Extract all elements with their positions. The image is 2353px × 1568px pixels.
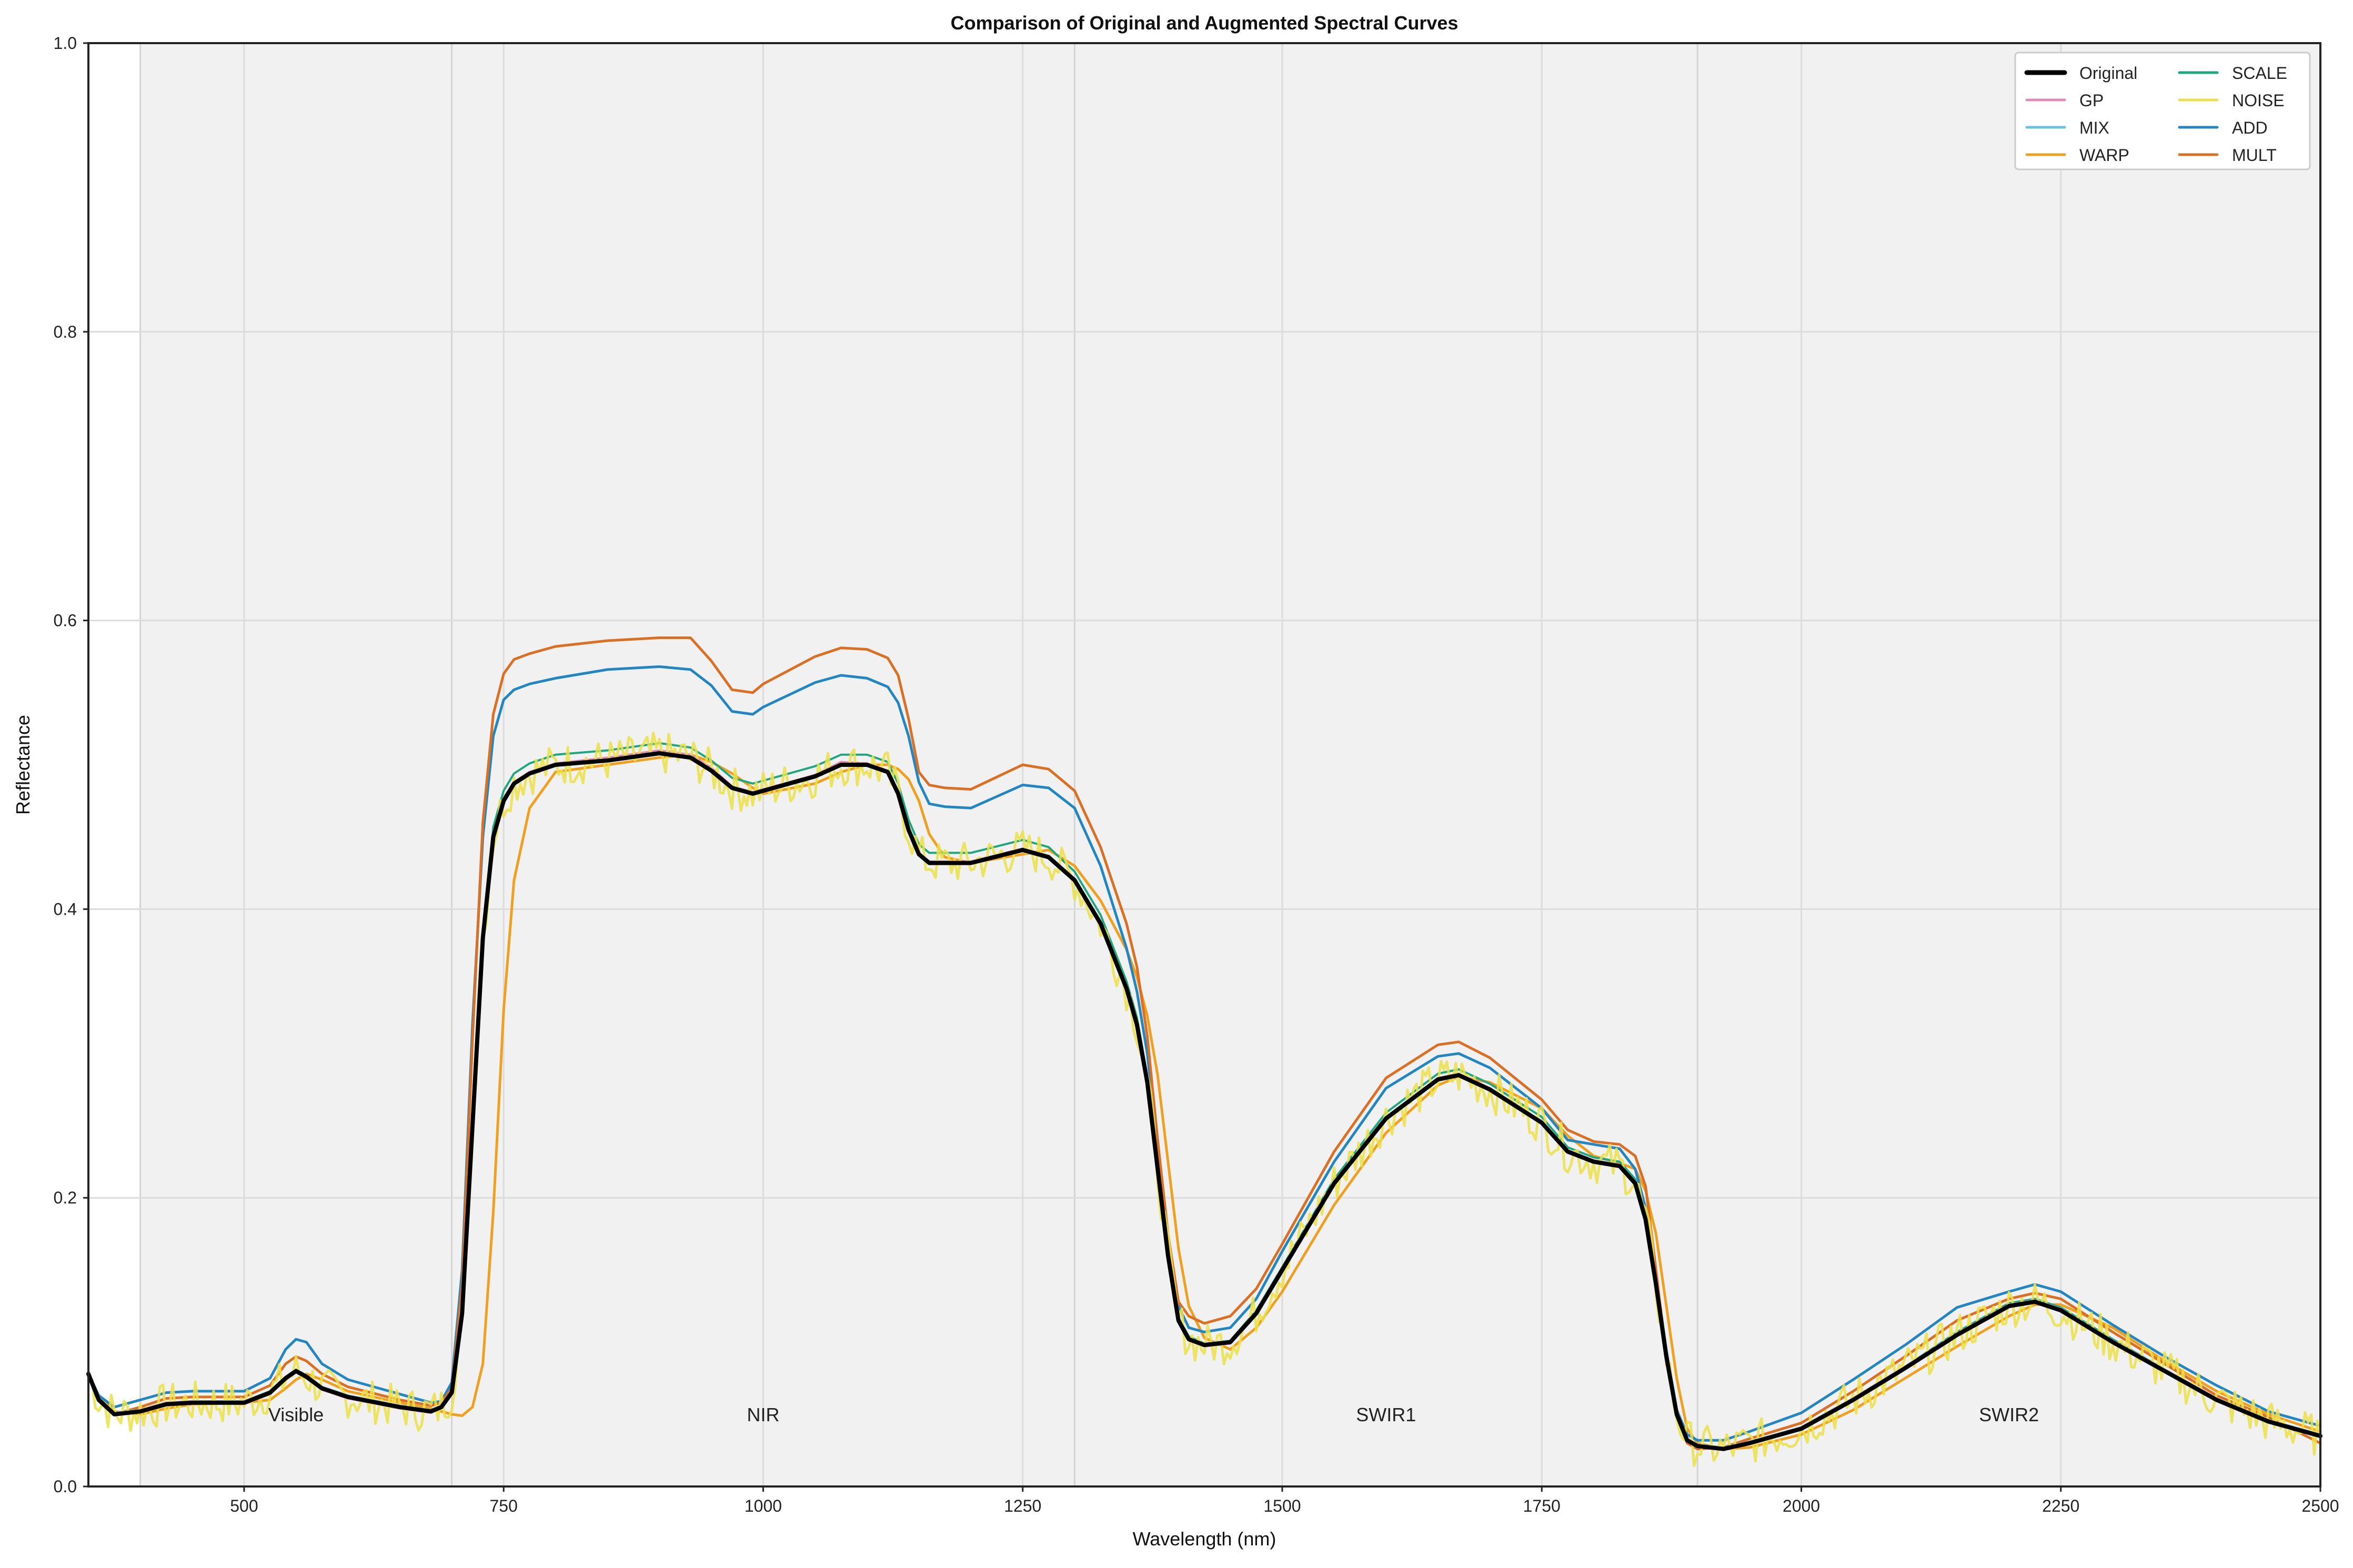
x-tick-label: 500 [230, 1496, 258, 1515]
y-tick-label: 0.2 [54, 1188, 77, 1207]
y-axis-label: Reflectance [12, 715, 34, 815]
series-line-original [86, 751, 2322, 1451]
legend-label-scale: SCALE [2232, 64, 2287, 83]
legend-label-warp: WARP [2079, 146, 2129, 165]
y-tick-label: 0.8 [54, 322, 77, 341]
region-label-visible: Visible [268, 1404, 324, 1425]
legend-label-mix: MIX [2079, 118, 2109, 137]
x-axis-label: Wavelength (nm) [1133, 1528, 1276, 1550]
legend-label-mult: MULT [2232, 146, 2277, 165]
region-band-swir1 [1074, 43, 1698, 1486]
region-label-swir1: SWIR1 [1356, 1404, 1416, 1425]
x-tick-label: 1000 [745, 1496, 782, 1515]
region-band-swir2 [1697, 43, 2320, 1486]
series-lines [86, 636, 2322, 1467]
x-tick-label: 2250 [2042, 1496, 2079, 1515]
legend-label-add: ADD [2232, 118, 2268, 137]
x-tick-label: 1750 [1523, 1496, 1561, 1515]
y-tick-label: 0.0 [54, 1477, 77, 1496]
legend-label-original: Original [2079, 64, 2137, 83]
series-line-mult [87, 636, 2322, 1451]
y-tick-label: 0.4 [54, 899, 77, 918]
plot-frame [87, 42, 2321, 1488]
region-label-swir2: SWIR2 [1979, 1404, 2039, 1425]
region-label-nir: NIR [747, 1404, 779, 1425]
region-labels: Visible NIR SWIR1 SWIR2 [268, 1404, 2039, 1425]
chart-title: Comparison of Original and Augmented Spe… [951, 12, 1459, 34]
x-tick-label: 1250 [1004, 1496, 1041, 1515]
legend: Original GP MIX WARP SCALE NOISE ADD MULT [2014, 52, 2311, 170]
x-tick-label: 2000 [1783, 1496, 1820, 1515]
y-tick-label: 0.6 [54, 611, 77, 630]
legend-label-noise: NOISE [2232, 91, 2285, 110]
x-tick-label: 750 [490, 1496, 518, 1515]
region-shading [139, 43, 2320, 1486]
region-band-visible [140, 43, 452, 1486]
legend-box [2014, 52, 2311, 170]
y-tick-label: 1.0 [54, 34, 77, 53]
x-tick-label: 1500 [1263, 1496, 1301, 1515]
axis-ticks: 500 750 1000 1250 1500 1750 2000 2250 2500 0.0 0.2… [54, 34, 2339, 1515]
x-tick-label: 2500 [2301, 1496, 2339, 1515]
legend-label-gp: GP [2079, 91, 2104, 110]
